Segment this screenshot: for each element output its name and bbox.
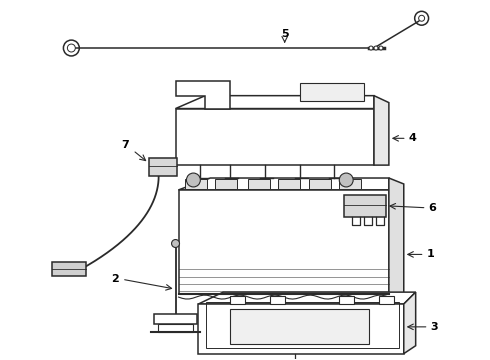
Polygon shape: [175, 109, 374, 165]
Bar: [158, 324, 194, 332]
Bar: [339, 179, 361, 189]
Bar: [278, 179, 299, 189]
Circle shape: [374, 46, 378, 50]
Text: 3: 3: [431, 322, 438, 332]
Bar: [185, 179, 207, 189]
Bar: [299, 83, 364, 100]
Polygon shape: [198, 304, 404, 354]
Polygon shape: [404, 292, 416, 354]
Polygon shape: [389, 178, 404, 294]
Circle shape: [187, 173, 200, 187]
Bar: [310, 179, 331, 189]
Polygon shape: [175, 96, 374, 109]
Polygon shape: [178, 190, 389, 294]
Bar: [154, 314, 197, 324]
Text: 6: 6: [429, 203, 437, 213]
Polygon shape: [270, 296, 285, 304]
Bar: [215, 179, 237, 189]
Polygon shape: [379, 296, 394, 304]
Polygon shape: [198, 292, 416, 304]
Bar: [248, 179, 270, 189]
Circle shape: [379, 46, 383, 50]
Text: 4: 4: [409, 133, 416, 143]
Text: 5: 5: [281, 29, 289, 39]
Polygon shape: [230, 296, 245, 304]
Circle shape: [369, 46, 373, 50]
Polygon shape: [374, 96, 389, 165]
Text: 7: 7: [121, 140, 129, 150]
Polygon shape: [339, 296, 354, 304]
Polygon shape: [178, 178, 389, 190]
Bar: [51, 262, 86, 276]
Bar: [149, 158, 176, 176]
Circle shape: [339, 173, 353, 187]
Polygon shape: [175, 81, 230, 109]
Circle shape: [172, 239, 179, 247]
Bar: [230, 309, 369, 344]
Text: 1: 1: [427, 249, 434, 260]
Text: 2: 2: [111, 274, 119, 284]
Polygon shape: [344, 195, 386, 217]
